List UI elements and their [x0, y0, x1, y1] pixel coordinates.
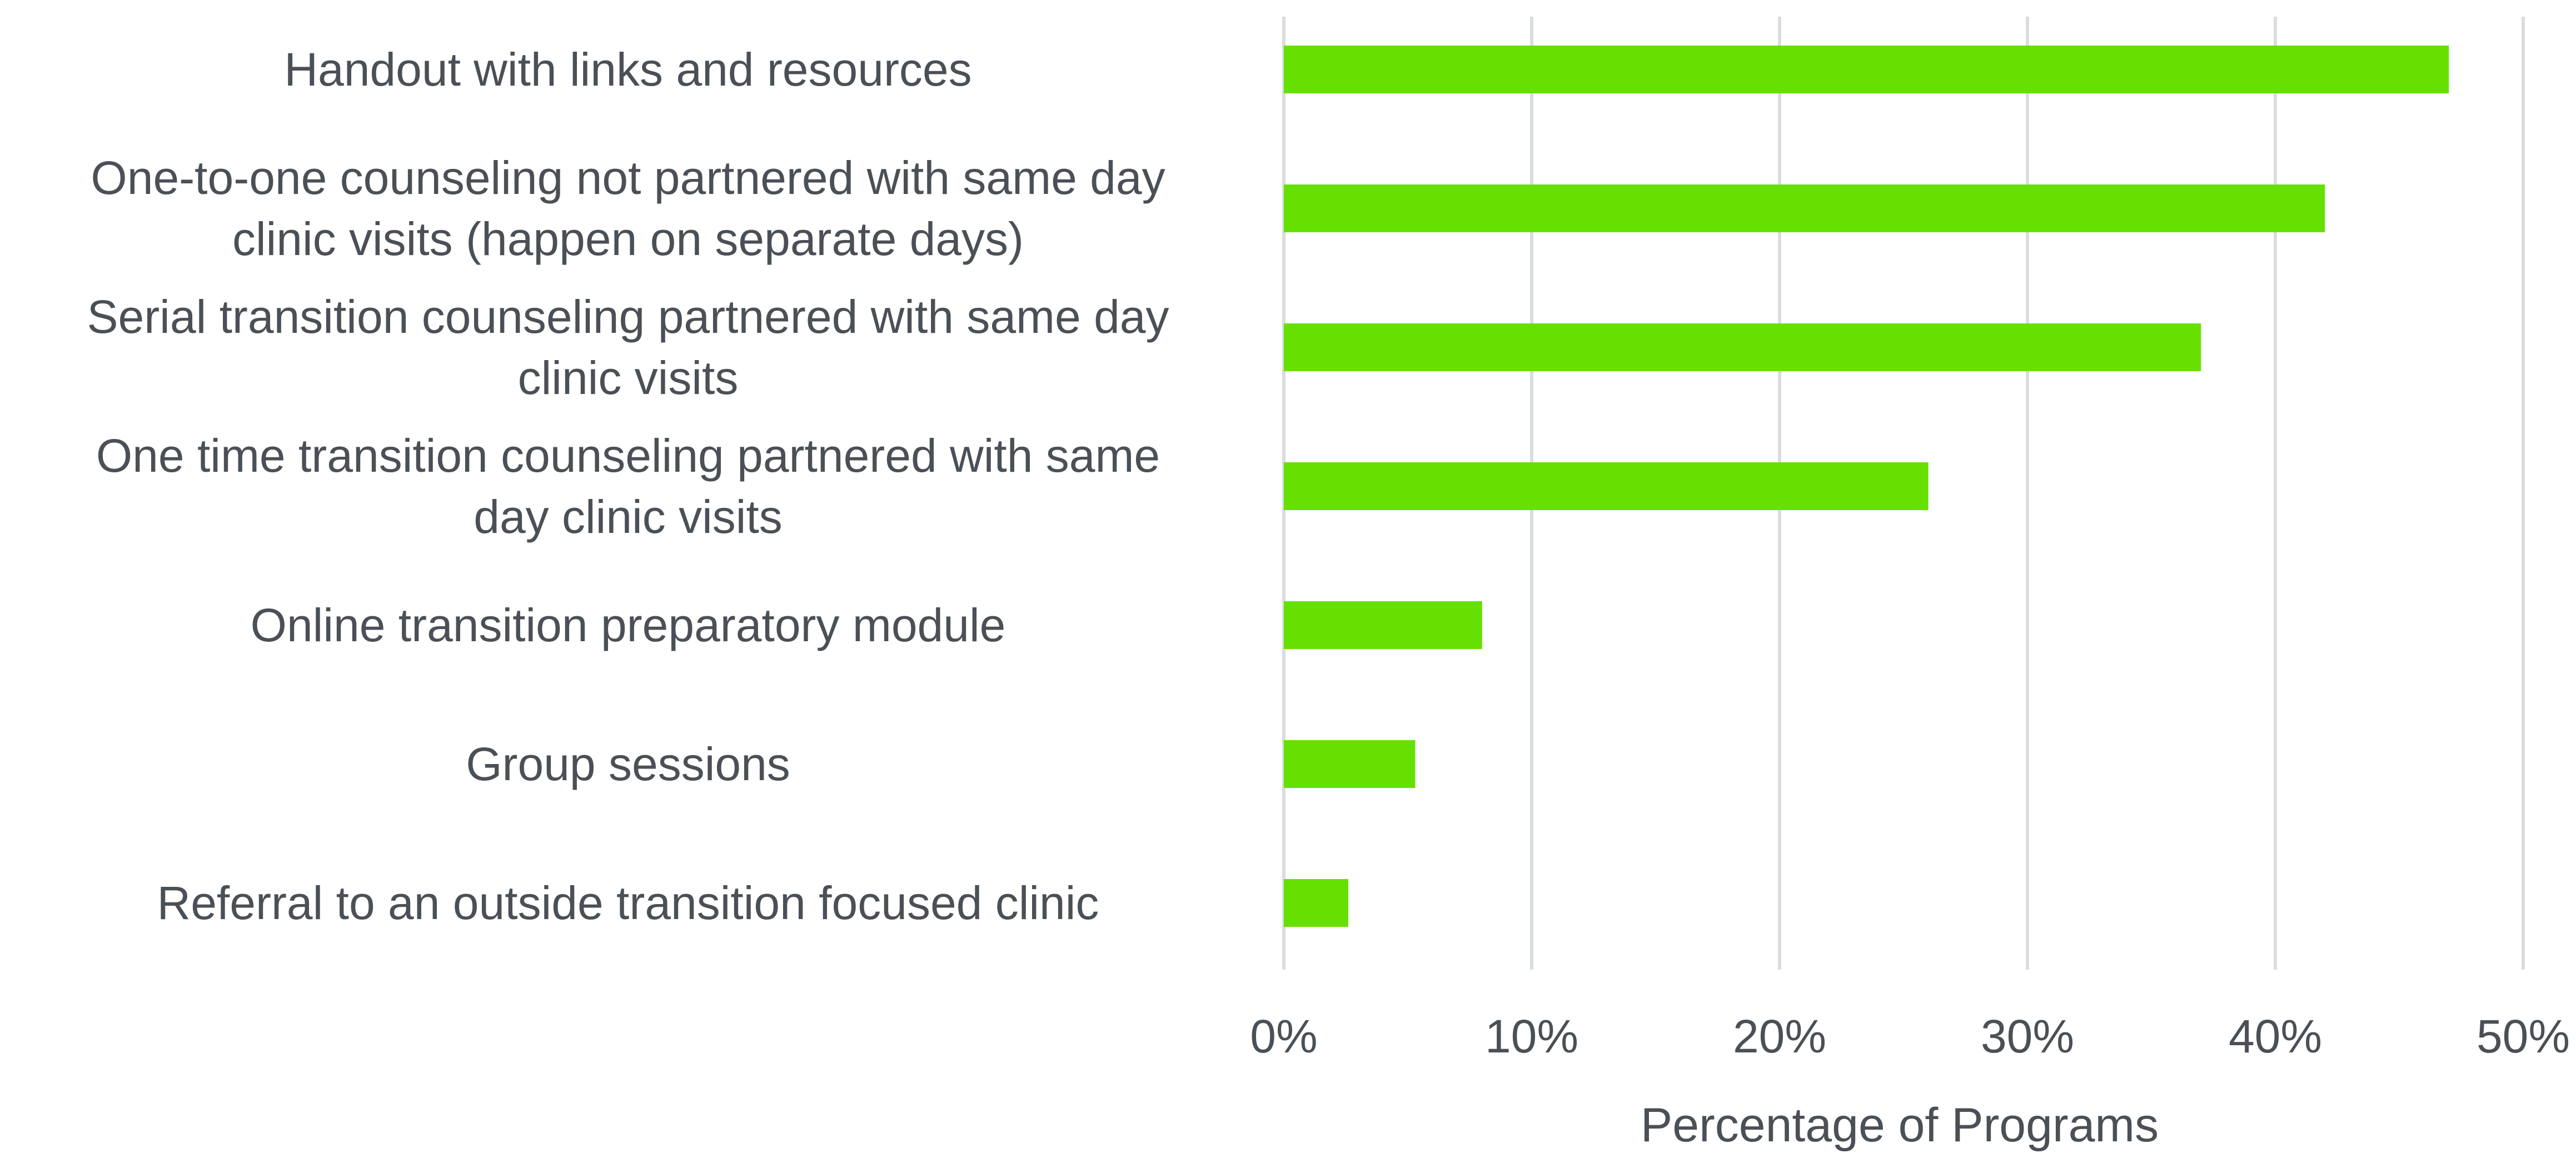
category-label: Referral to an outside transition focuse… [157, 877, 1099, 929]
bar [1284, 879, 1348, 927]
x-tick-label: 40% [2228, 1010, 2323, 1062]
bar [1284, 46, 2449, 93]
bar [1284, 462, 1929, 510]
category-label: Serial transition counseling partnered w… [87, 291, 1169, 404]
x-tick-label: 10% [1484, 1010, 1579, 1062]
x-tick-label: 30% [1980, 1010, 2075, 1062]
x-tick-label: 50% [2476, 1010, 2570, 1062]
bar [1284, 601, 1482, 649]
bar [1284, 740, 1416, 788]
category-label: Group sessions [466, 738, 790, 790]
category-label: One time transition counseling partnered… [96, 430, 1160, 543]
category-label: One-to-one counseling not partnered with… [91, 152, 1165, 265]
x-axis-title: Percentage of Programs [1640, 1099, 2159, 1152]
category-label: Online transition preparatory module [250, 599, 1006, 651]
bar [1284, 323, 2201, 371]
x-tick-label: 20% [1732, 1010, 1827, 1062]
bar [1284, 184, 2325, 232]
x-tick-label: 0% [1250, 1010, 1318, 1062]
category-label: Handout with links and resources [284, 43, 972, 96]
